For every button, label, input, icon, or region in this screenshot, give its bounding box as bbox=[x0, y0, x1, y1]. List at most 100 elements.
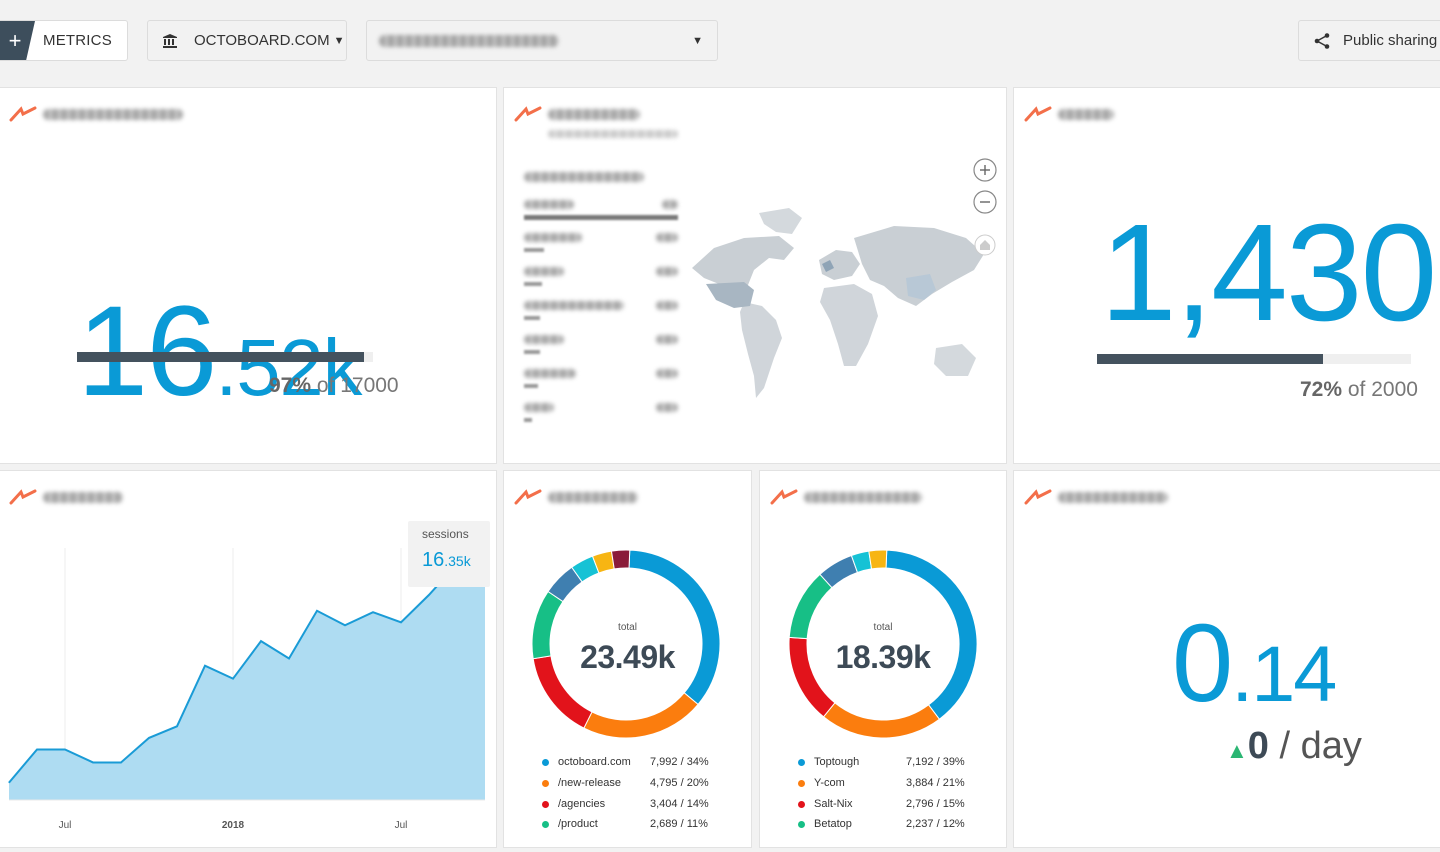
bounce-rate-widget[interactable]: 0.14 ▲0 / day bbox=[1013, 470, 1440, 848]
country-value bbox=[656, 267, 678, 276]
sessions-tooltip: sessions 16.35k bbox=[408, 521, 490, 587]
data-point[interactable] bbox=[64, 748, 66, 750]
country-name bbox=[524, 233, 582, 242]
legend-value: 3,404 / 14% bbox=[650, 798, 709, 810]
widget-header bbox=[514, 106, 640, 122]
x-tick-label: 2018 bbox=[222, 820, 245, 831]
legend-item[interactable]: Salt-Nix 2,796 / 15% bbox=[760, 796, 1006, 816]
top-products-donut[interactable] bbox=[788, 549, 978, 739]
donut-slice[interactable] bbox=[868, 549, 888, 570]
legend-item[interactable]: /product 2,689 / 11% bbox=[504, 816, 751, 836]
bounce-rate-value: 0.14 bbox=[1172, 602, 1337, 725]
analytics-logo-icon bbox=[1024, 106, 1052, 122]
data-point[interactable] bbox=[288, 657, 290, 659]
data-point[interactable] bbox=[344, 624, 346, 626]
visits-progress-caption: 97% of 17000 bbox=[269, 374, 399, 397]
country-row[interactable] bbox=[524, 200, 678, 226]
top-pages-donut[interactable] bbox=[531, 549, 721, 739]
legend-item[interactable]: /agencies 3,404 / 14% bbox=[504, 796, 751, 816]
country-bar bbox=[524, 282, 542, 286]
legend-value: 2,689 / 11% bbox=[650, 818, 708, 830]
data-point[interactable] bbox=[36, 748, 38, 750]
data-point[interactable] bbox=[8, 782, 10, 784]
legend-item[interactable]: /new-release 4,795 / 20% bbox=[504, 775, 751, 795]
data-point[interactable] bbox=[260, 640, 262, 642]
visits-progress-bar bbox=[77, 352, 373, 362]
series-line bbox=[8, 562, 485, 784]
donut-slice[interactable] bbox=[885, 549, 978, 720]
legend-item[interactable]: Toptough 7,192 / 39% bbox=[760, 754, 1006, 774]
analytics-logo-icon bbox=[9, 489, 37, 505]
country-row[interactable] bbox=[524, 403, 678, 429]
country-name bbox=[524, 335, 564, 344]
domain-selector[interactable]: OCTOBOARD.COM ▼ bbox=[147, 20, 347, 61]
countries-widget[interactable] bbox=[503, 87, 1007, 464]
goals-value: 1,430 bbox=[1100, 196, 1437, 350]
country-row[interactable] bbox=[524, 301, 678, 327]
country-row[interactable] bbox=[524, 267, 678, 293]
world-map[interactable] bbox=[684, 198, 994, 413]
country-row[interactable] bbox=[524, 335, 678, 361]
analytics-logo-icon bbox=[514, 106, 542, 122]
data-point[interactable] bbox=[400, 621, 402, 623]
country-row[interactable] bbox=[524, 233, 678, 259]
legend-item[interactable]: Betatop 2,237 / 12% bbox=[760, 816, 1006, 836]
home-icon[interactable] bbox=[974, 234, 996, 256]
country-row[interactable] bbox=[524, 369, 678, 395]
data-point[interactable] bbox=[120, 761, 122, 763]
country-value bbox=[656, 369, 678, 378]
visits-value: 16.52k bbox=[77, 280, 362, 423]
data-point[interactable] bbox=[92, 761, 94, 763]
widget-title bbox=[1058, 108, 1114, 120]
legend-item[interactable]: octoboard.com 7,992 / 34% bbox=[504, 754, 751, 774]
metrics-label: METRICS bbox=[43, 32, 112, 49]
widget-header bbox=[1024, 489, 1168, 505]
analytics-logo-icon bbox=[770, 489, 798, 505]
country-name bbox=[524, 403, 554, 412]
country-name bbox=[524, 267, 564, 276]
visits-widget[interactable]: 16.52k 97% of 17000 bbox=[0, 87, 497, 464]
widget-title bbox=[548, 491, 638, 503]
legend-dot bbox=[542, 821, 549, 828]
sessions-area-chart[interactable]: Jul 2018 Jul bbox=[0, 470, 497, 848]
chevron-down-icon: ▼ bbox=[692, 35, 703, 47]
public-sharing-button[interactable]: Public sharing bbox=[1298, 20, 1440, 61]
data-point[interactable] bbox=[232, 678, 234, 680]
legend-value: 7,992 / 34% bbox=[650, 756, 709, 768]
analytics-logo-icon bbox=[1024, 489, 1052, 505]
legend-name: octoboard.com bbox=[558, 756, 631, 768]
donut-total-value: 23.49k bbox=[580, 639, 675, 675]
country-value bbox=[656, 301, 678, 310]
share-icon bbox=[1314, 32, 1330, 49]
data-source-selector[interactable]: ▼ bbox=[366, 20, 718, 61]
data-point[interactable] bbox=[148, 737, 150, 739]
zoom-out-icon[interactable] bbox=[972, 189, 998, 215]
bank-icon bbox=[163, 34, 177, 48]
legend-name: Toptough bbox=[814, 756, 860, 768]
donut-slice[interactable] bbox=[822, 702, 941, 739]
data-point[interactable] bbox=[428, 594, 430, 596]
widget-title bbox=[548, 108, 640, 120]
country-bar bbox=[524, 418, 532, 422]
data-source-label bbox=[379, 34, 559, 47]
data-point[interactable] bbox=[204, 665, 206, 667]
top-pages-widget[interactable]: total 23.49k octoboard.com 7,992 / 34% /n… bbox=[503, 470, 752, 848]
country-name bbox=[524, 301, 624, 310]
widget-header bbox=[514, 489, 638, 505]
legend-dot bbox=[798, 759, 805, 766]
chevron-down-icon: ▼ bbox=[333, 34, 345, 47]
donut-slice[interactable] bbox=[583, 692, 699, 739]
goals-widget[interactable]: 1,430 72% of 2000 bbox=[1013, 87, 1440, 464]
metrics-button[interactable]: + METRICS bbox=[0, 20, 128, 61]
goals-progress-bar bbox=[1097, 354, 1411, 364]
zoom-in-icon[interactable] bbox=[972, 157, 998, 183]
data-point[interactable] bbox=[372, 611, 374, 613]
legend-value: 4,795 / 20% bbox=[650, 777, 709, 789]
top-products-widget[interactable]: total 18.39k Toptough 7,192 / 39% Y-com 3,… bbox=[759, 470, 1007, 848]
data-point[interactable] bbox=[176, 725, 178, 727]
data-point[interactable] bbox=[316, 610, 318, 612]
legend-item[interactable]: Y-com 3,884 / 21% bbox=[760, 775, 1006, 795]
goals-progress-fill bbox=[1097, 354, 1324, 364]
donut-slice[interactable] bbox=[610, 549, 631, 570]
analytics-logo-icon bbox=[514, 489, 542, 505]
